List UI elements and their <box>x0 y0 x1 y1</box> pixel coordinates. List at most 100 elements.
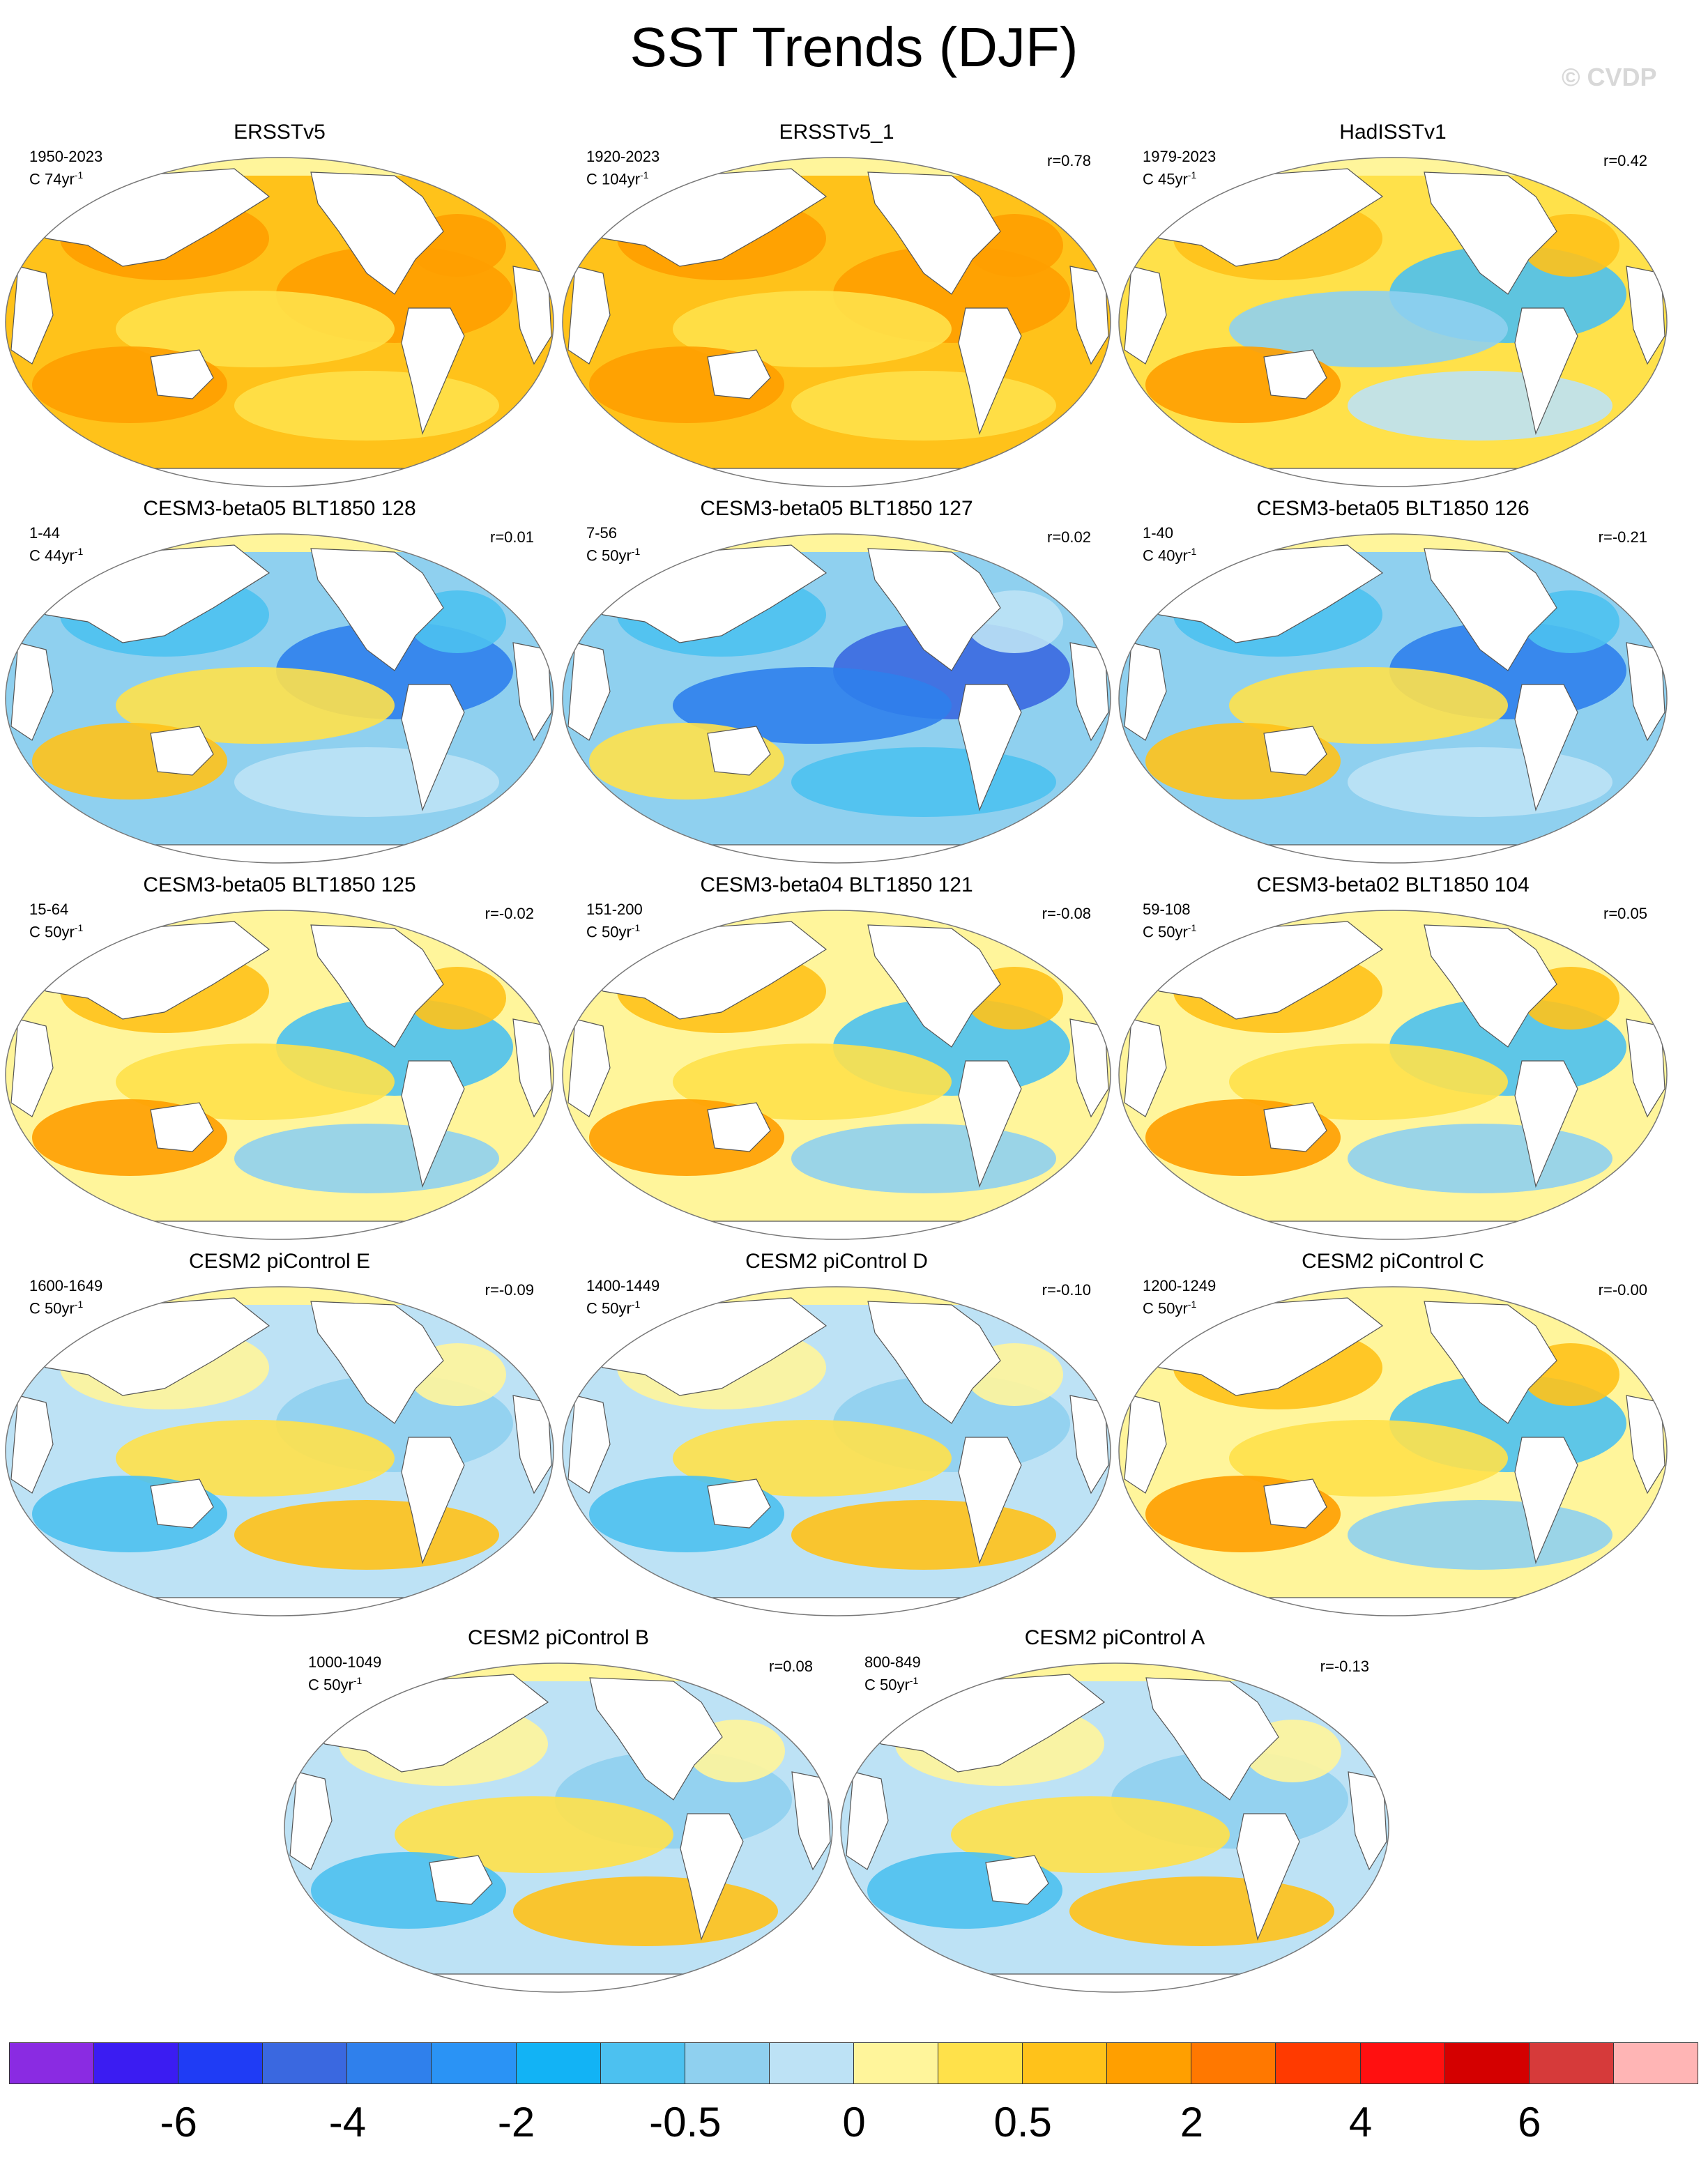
trend-contour <box>234 1500 499 1570</box>
panel-units: C 50yr-1 <box>29 1299 84 1317</box>
land-south-america <box>401 1437 465 1564</box>
panel-units: C 50yr-1 <box>586 922 641 941</box>
sst-trend-map <box>1118 533 1668 864</box>
map-panel: ERSSTv5 1950-2023 C 74yr-1 <box>4 118 555 495</box>
land-south-america <box>680 1813 744 1941</box>
land-south-america <box>1514 1437 1578 1564</box>
colorbar-tick-label: 0.5 <box>993 2099 1052 2146</box>
land-north-america <box>867 1301 1001 1424</box>
land-australia <box>150 1102 214 1152</box>
colorbar-swatch <box>853 2042 939 2084</box>
land-australia <box>150 1478 214 1529</box>
panel-correlation: r=0.05 <box>1603 905 1647 922</box>
land-south-america <box>1514 307 1578 435</box>
land-australia <box>1263 726 1327 776</box>
map-panel: CESM2 piControl D 1400-1449 C 50yr-1 r=-0.1… <box>561 1248 1112 1624</box>
land-australia <box>707 349 771 399</box>
land-australia <box>150 726 214 776</box>
panel-correlation: r=-0.09 <box>485 1281 534 1299</box>
panel-years: 1-40 <box>1143 524 1174 542</box>
map-outline <box>562 533 1111 864</box>
panel-years: 800-849 <box>864 1653 921 1671</box>
colorbar-swatch <box>1106 2042 1192 2084</box>
colorbar-swatch <box>1191 2042 1276 2084</box>
land-south-america <box>958 1060 1022 1188</box>
land-africa-west <box>1124 642 1167 741</box>
land-africa-west <box>567 266 611 365</box>
panel-title: CESM3-beta05 BLT1850 127 <box>700 497 973 520</box>
trend-contour <box>116 667 395 744</box>
panel-title: CESM2 piControl D <box>745 1250 928 1273</box>
land-north-america <box>310 548 444 671</box>
map-outline <box>5 533 554 864</box>
watermark: © CVDP <box>1562 63 1657 91</box>
sst-trend-map <box>562 533 1111 864</box>
trend-contour <box>234 371 499 441</box>
panel-title: CESM3-beta05 BLT1850 125 <box>143 873 416 896</box>
panel-title: CESM2 piControl C <box>1302 1250 1484 1273</box>
trend-contour <box>1348 1124 1612 1193</box>
panel-correlation: r=-0.21 <box>1598 528 1647 546</box>
land-north-america <box>867 924 1001 1048</box>
panel-title: CESM3-beta05 BLT1850 126 <box>1256 497 1530 520</box>
sst-trend-map <box>1118 157 1668 487</box>
panel-units: C 50yr-1 <box>864 1675 919 1694</box>
map-outline <box>840 1662 1389 1993</box>
land-south-america <box>958 307 1022 435</box>
panel-units: C 50yr-1 <box>308 1675 363 1694</box>
panel-title: CESM3-beta02 BLT1850 104 <box>1256 873 1530 896</box>
trend-contour <box>951 1796 1230 1873</box>
colorbar-swatch <box>178 2042 264 2084</box>
panel-correlation: r=0.08 <box>769 1658 813 1675</box>
trend-contour <box>1229 667 1508 744</box>
land-australia <box>707 1478 771 1529</box>
land-australia <box>707 726 771 776</box>
colorbar-swatch <box>93 2042 179 2084</box>
panel-units: C 50yr-1 <box>1143 1299 1197 1317</box>
land-africa-west <box>10 1395 54 1494</box>
land-north-america <box>1424 171 1557 295</box>
land-africa-west <box>10 642 54 741</box>
panel-title: ERSSTv5 <box>234 121 326 144</box>
map-panel: CESM3-beta02 BLT1850 104 59-108 C 50yr-1 r=… <box>1118 871 1668 1248</box>
map-panel: CESM2 piControl E 1600-1649 C 50yr-1 r=-0.0… <box>4 1248 555 1624</box>
panel-correlation: r=-0.10 <box>1042 1281 1091 1299</box>
sst-trend-map <box>562 1286 1111 1616</box>
land-africa-west <box>567 642 611 741</box>
land-australia <box>707 1102 771 1152</box>
map-panel: CESM2 piControl C 1200-1249 C 50yr-1 r=-0.0… <box>1118 1248 1668 1624</box>
panel-correlation: r=-0.00 <box>1598 1281 1647 1299</box>
land-north-america <box>310 1301 444 1424</box>
sst-trend-map <box>5 533 554 864</box>
colorbar-swatch <box>262 2042 348 2084</box>
sst-trend-map <box>284 1662 833 1993</box>
land-africa-west <box>1124 1018 1167 1117</box>
panel-title: CESM3-beta05 BLT1850 128 <box>143 497 416 520</box>
colorbar-swatch <box>1022 2042 1108 2084</box>
land-north-america <box>1424 924 1557 1048</box>
sst-trend-map <box>5 1286 554 1616</box>
map-outline <box>562 1286 1111 1616</box>
panel-title: CESM2 piControl A <box>1024 1626 1205 1649</box>
panel-years: 151-200 <box>586 901 643 918</box>
sst-trend-map <box>562 910 1111 1240</box>
map-outline <box>1118 533 1668 864</box>
map-panel: ERSSTv5_1 1920-2023 C 104yr-1 r=0.78 <box>561 118 1112 495</box>
colorbar-swatch <box>938 2042 1023 2084</box>
colorbar-tick-label: -4 <box>328 2099 367 2146</box>
trend-contour <box>791 1124 1056 1193</box>
trend-contour <box>116 1420 395 1497</box>
land-north-america <box>310 924 444 1048</box>
land-north-america <box>1424 1301 1557 1424</box>
land-africa-west <box>567 1395 611 1494</box>
land-africa-west <box>567 1018 611 1117</box>
land-australia <box>429 1855 493 1905</box>
trend-contour <box>791 747 1056 817</box>
map-panel: HadISSTv1 1979-2023 C 45yr-1 r=0.42 <box>1118 118 1668 495</box>
colorbar-tick-label: -0.5 <box>649 2099 722 2146</box>
map-panel: CESM2 piControl A 800-849 C 50yr-1 r=-0.13 <box>839 1624 1390 2001</box>
colorbar <box>9 2042 1698 2084</box>
map-outline <box>562 910 1111 1240</box>
map-outline <box>562 157 1111 487</box>
trend-contour <box>395 1796 673 1873</box>
